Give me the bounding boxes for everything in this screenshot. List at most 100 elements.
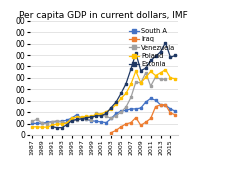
Poland bbox=[144, 76, 147, 78]
South A bbox=[154, 99, 157, 101]
Venezuela bbox=[115, 115, 118, 117]
Estonia bbox=[139, 70, 142, 72]
Poland bbox=[120, 97, 123, 99]
Estonia bbox=[105, 112, 108, 115]
South A bbox=[129, 108, 132, 110]
Venezuela bbox=[134, 81, 137, 83]
South A bbox=[65, 119, 68, 121]
Venezuela bbox=[36, 118, 39, 120]
Venezuela bbox=[159, 78, 162, 80]
Poland bbox=[41, 126, 43, 128]
Venezuela bbox=[105, 115, 108, 117]
Iraq bbox=[149, 117, 152, 120]
Estonia bbox=[110, 107, 113, 109]
Venezuela bbox=[60, 121, 63, 123]
South A bbox=[45, 121, 48, 123]
South A bbox=[139, 107, 142, 109]
Venezuela bbox=[139, 82, 142, 84]
Venezuela bbox=[149, 85, 152, 87]
Iraq bbox=[120, 126, 123, 128]
Iraq bbox=[124, 123, 127, 125]
Estonia bbox=[129, 68, 132, 70]
Title: Per capita GDP in current dollars, IMF: Per capita GDP in current dollars, IMF bbox=[19, 11, 188, 20]
Poland bbox=[124, 92, 127, 94]
Iraq bbox=[115, 129, 118, 131]
South A bbox=[115, 112, 118, 115]
Poland bbox=[95, 113, 98, 115]
Poland bbox=[139, 82, 142, 84]
South A bbox=[60, 120, 63, 122]
South A bbox=[105, 122, 108, 124]
South A bbox=[95, 120, 98, 122]
South A bbox=[120, 110, 123, 112]
Poland bbox=[60, 123, 63, 125]
Poland bbox=[31, 126, 34, 128]
Poland bbox=[75, 116, 78, 118]
Venezuela bbox=[144, 72, 147, 74]
South A bbox=[144, 101, 147, 103]
Venezuela bbox=[154, 76, 157, 78]
South A bbox=[50, 121, 53, 123]
Venezuela bbox=[85, 118, 88, 120]
Poland bbox=[100, 113, 103, 115]
Estonia bbox=[80, 118, 83, 120]
Poland bbox=[134, 70, 137, 72]
Venezuela bbox=[31, 120, 34, 122]
Venezuela bbox=[41, 122, 43, 124]
South A bbox=[174, 110, 177, 112]
Iraq bbox=[174, 114, 177, 116]
Estonia bbox=[50, 126, 53, 128]
Estonia bbox=[60, 127, 63, 129]
Estonia bbox=[115, 101, 118, 103]
Iraq bbox=[169, 112, 172, 114]
Venezuela bbox=[100, 114, 103, 116]
South A bbox=[31, 122, 34, 124]
Estonia bbox=[100, 115, 103, 117]
Line: Venezuela: Venezuela bbox=[31, 72, 167, 125]
Poland bbox=[45, 126, 48, 128]
Line: Iraq: Iraq bbox=[110, 104, 177, 134]
Venezuela bbox=[65, 122, 68, 124]
South A bbox=[149, 97, 152, 99]
South A bbox=[134, 108, 137, 110]
Poland bbox=[110, 108, 113, 110]
Estonia bbox=[120, 92, 123, 94]
Iraq bbox=[129, 122, 132, 124]
Estonia bbox=[55, 127, 58, 129]
Estonia bbox=[85, 117, 88, 119]
South A bbox=[55, 121, 58, 123]
Estonia bbox=[75, 118, 78, 120]
South A bbox=[100, 121, 103, 123]
Iraq bbox=[159, 104, 162, 106]
Venezuela bbox=[50, 121, 53, 123]
Estonia bbox=[169, 56, 172, 58]
Poland bbox=[80, 116, 83, 118]
Venezuela bbox=[45, 122, 48, 125]
Poland bbox=[65, 122, 68, 124]
Venezuela bbox=[95, 112, 98, 114]
Poland bbox=[149, 70, 152, 72]
Iraq bbox=[110, 132, 113, 134]
Iraq bbox=[139, 124, 142, 126]
South A bbox=[124, 109, 127, 111]
Estonia bbox=[134, 52, 137, 54]
Poland bbox=[50, 124, 53, 126]
South A bbox=[164, 104, 167, 106]
Line: Poland: Poland bbox=[31, 68, 177, 128]
Poland bbox=[129, 83, 132, 85]
South A bbox=[70, 117, 73, 119]
Poland bbox=[115, 103, 118, 105]
Iraq bbox=[164, 104, 167, 106]
Venezuela bbox=[90, 119, 93, 121]
Poland bbox=[159, 72, 162, 74]
Line: South A: South A bbox=[31, 97, 177, 125]
Estonia bbox=[164, 42, 167, 44]
South A bbox=[159, 104, 162, 106]
Venezuela bbox=[129, 97, 132, 99]
South A bbox=[85, 118, 88, 120]
Poland bbox=[174, 78, 177, 80]
South A bbox=[90, 120, 93, 122]
Poland bbox=[169, 77, 172, 79]
Estonia bbox=[144, 67, 147, 69]
Venezuela bbox=[80, 117, 83, 119]
